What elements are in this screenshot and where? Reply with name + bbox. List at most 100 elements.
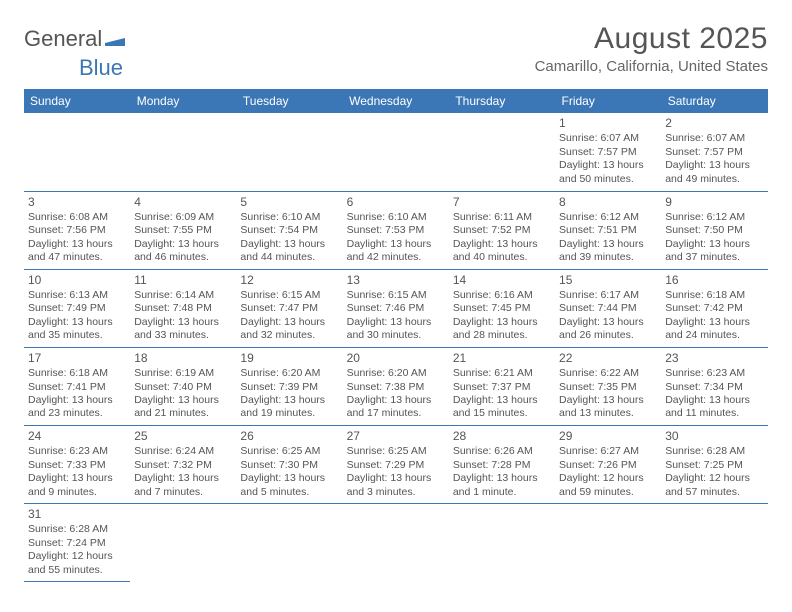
daylight-text: Daylight: 12 hours [559, 472, 657, 485]
day-number: 12 [240, 273, 338, 288]
daylight-text: and 17 minutes. [347, 407, 445, 420]
day-number: 18 [134, 351, 232, 366]
sunset-text: Sunset: 7:24 PM [28, 537, 126, 550]
day-cell: 25Sunrise: 6:24 AMSunset: 7:32 PMDayligh… [130, 425, 236, 503]
sunrise-text: Sunrise: 6:26 AM [453, 445, 551, 458]
day-cell: 2Sunrise: 6:07 AMSunset: 7:57 PMDaylight… [661, 113, 767, 191]
sunset-text: Sunset: 7:39 PM [240, 381, 338, 394]
day-number: 25 [134, 429, 232, 444]
day-number: 6 [347, 195, 445, 210]
day-cell: 4Sunrise: 6:09 AMSunset: 7:55 PMDaylight… [130, 191, 236, 269]
day-number: 2 [665, 116, 763, 131]
sunset-text: Sunset: 7:32 PM [134, 459, 232, 472]
day-number: 16 [665, 273, 763, 288]
daylight-text: Daylight: 13 hours [559, 316, 657, 329]
daylight-text: Daylight: 13 hours [453, 472, 551, 485]
daylight-text: and 5 minutes. [240, 486, 338, 499]
week-row: 31Sunrise: 6:28 AMSunset: 7:24 PMDayligh… [24, 503, 768, 581]
daylight-text: and 23 minutes. [28, 407, 126, 420]
sunrise-text: Sunrise: 6:10 AM [347, 211, 445, 224]
daylight-text: and 28 minutes. [453, 329, 551, 342]
day-cell: 12Sunrise: 6:15 AMSunset: 7:47 PMDayligh… [236, 269, 342, 347]
sunset-text: Sunset: 7:50 PM [665, 224, 763, 237]
sunrise-text: Sunrise: 6:10 AM [240, 211, 338, 224]
daylight-text: Daylight: 13 hours [347, 316, 445, 329]
sunset-text: Sunset: 7:51 PM [559, 224, 657, 237]
daylight-text: Daylight: 13 hours [240, 394, 338, 407]
day-cell: 6Sunrise: 6:10 AMSunset: 7:53 PMDaylight… [343, 191, 449, 269]
day-number: 30 [665, 429, 763, 444]
daylight-text: Daylight: 12 hours [665, 472, 763, 485]
daylight-text: Daylight: 13 hours [559, 159, 657, 172]
sunset-text: Sunset: 7:44 PM [559, 302, 657, 315]
sunrise-text: Sunrise: 6:23 AM [665, 367, 763, 380]
day-cell [130, 503, 236, 581]
sunrise-text: Sunrise: 6:28 AM [28, 523, 126, 536]
daylight-text: Daylight: 13 hours [665, 159, 763, 172]
day-number: 17 [28, 351, 126, 366]
sunset-text: Sunset: 7:56 PM [28, 224, 126, 237]
sunset-text: Sunset: 7:57 PM [665, 146, 763, 159]
sunrise-text: Sunrise: 6:20 AM [240, 367, 338, 380]
day-number: 7 [453, 195, 551, 210]
day-cell: 30Sunrise: 6:28 AMSunset: 7:25 PMDayligh… [661, 425, 767, 503]
daylight-text: Daylight: 13 hours [134, 238, 232, 251]
sunrise-text: Sunrise: 6:19 AM [134, 367, 232, 380]
sunrise-text: Sunrise: 6:28 AM [665, 445, 763, 458]
sunset-text: Sunset: 7:57 PM [559, 146, 657, 159]
daylight-text: and 15 minutes. [453, 407, 551, 420]
day-cell: 20Sunrise: 6:20 AMSunset: 7:38 PMDayligh… [343, 347, 449, 425]
daylight-text: Daylight: 13 hours [453, 316, 551, 329]
day-cell [236, 113, 342, 191]
daylight-text: Daylight: 13 hours [240, 238, 338, 251]
sunrise-text: Sunrise: 6:09 AM [134, 211, 232, 224]
logo-text-2: Blue [79, 55, 123, 80]
daylight-text: and 46 minutes. [134, 251, 232, 264]
daylight-text: Daylight: 13 hours [665, 238, 763, 251]
sunset-text: Sunset: 7:45 PM [453, 302, 551, 315]
sunset-text: Sunset: 7:34 PM [665, 381, 763, 394]
sunset-text: Sunset: 7:54 PM [240, 224, 338, 237]
daylight-text: Daylight: 13 hours [240, 316, 338, 329]
week-row: 10Sunrise: 6:13 AMSunset: 7:49 PMDayligh… [24, 269, 768, 347]
day-number: 3 [28, 195, 126, 210]
week-row: 24Sunrise: 6:23 AMSunset: 7:33 PMDayligh… [24, 425, 768, 503]
sunset-text: Sunset: 7:42 PM [665, 302, 763, 315]
daylight-text: Daylight: 13 hours [559, 394, 657, 407]
daylight-text: Daylight: 13 hours [665, 394, 763, 407]
daylight-text: and 59 minutes. [559, 486, 657, 499]
sunset-text: Sunset: 7:55 PM [134, 224, 232, 237]
daylight-text: and 42 minutes. [347, 251, 445, 264]
sunset-text: Sunset: 7:30 PM [240, 459, 338, 472]
daylight-text: Daylight: 13 hours [453, 394, 551, 407]
day-cell: 14Sunrise: 6:16 AMSunset: 7:45 PMDayligh… [449, 269, 555, 347]
daylight-text: and 35 minutes. [28, 329, 126, 342]
dayname: Tuesday [236, 89, 342, 113]
daylight-text: and 50 minutes. [559, 173, 657, 186]
daylight-text: Daylight: 13 hours [347, 472, 445, 485]
dayname: Sunday [24, 89, 130, 113]
day-cell: 7Sunrise: 6:11 AMSunset: 7:52 PMDaylight… [449, 191, 555, 269]
day-number: 1 [559, 116, 657, 131]
daylight-text: and 32 minutes. [240, 329, 338, 342]
dayname: Friday [555, 89, 661, 113]
daylight-text: Daylight: 13 hours [453, 238, 551, 251]
sunset-text: Sunset: 7:25 PM [665, 459, 763, 472]
sunrise-text: Sunrise: 6:21 AM [453, 367, 551, 380]
daylight-text: and 57 minutes. [665, 486, 763, 499]
day-number: 31 [28, 507, 126, 522]
sunrise-text: Sunrise: 6:13 AM [28, 289, 126, 302]
daylight-text: Daylight: 13 hours [347, 238, 445, 251]
day-cell: 11Sunrise: 6:14 AMSunset: 7:48 PMDayligh… [130, 269, 236, 347]
day-number: 21 [453, 351, 551, 366]
day-cell: 16Sunrise: 6:18 AMSunset: 7:42 PMDayligh… [661, 269, 767, 347]
daylight-text: Daylight: 12 hours [28, 550, 126, 563]
day-cell [555, 503, 661, 581]
day-cell: 29Sunrise: 6:27 AMSunset: 7:26 PMDayligh… [555, 425, 661, 503]
week-row: 3Sunrise: 6:08 AMSunset: 7:56 PMDaylight… [24, 191, 768, 269]
daylight-text: and 30 minutes. [347, 329, 445, 342]
daylight-text: Daylight: 13 hours [134, 316, 232, 329]
sunset-text: Sunset: 7:29 PM [347, 459, 445, 472]
daylight-text: and 3 minutes. [347, 486, 445, 499]
daylight-text: Daylight: 13 hours [134, 394, 232, 407]
